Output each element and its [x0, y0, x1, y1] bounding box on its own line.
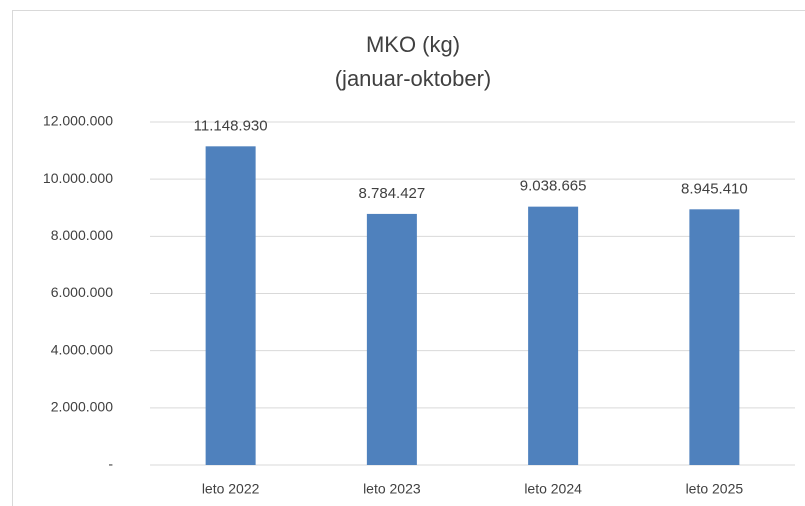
bar [366, 213, 417, 465]
bar [528, 206, 579, 465]
data-label: 8.784.427 [359, 185, 426, 202]
x-tick-label: leto 2023 [363, 481, 421, 497]
x-tick-label: leto 2024 [524, 481, 582, 497]
y-tick-label: - [108, 456, 113, 472]
y-tick-label: 10.000.000 [43, 170, 113, 186]
chart-subtitle: (januar-oktober) [335, 66, 492, 91]
bar [689, 209, 740, 465]
bar [205, 146, 256, 465]
y-tick-label: 12.000.000 [43, 113, 113, 129]
x-tick-label: leto 2022 [202, 481, 260, 497]
data-label: 8.945.410 [681, 180, 748, 197]
y-tick-label: 2.000.000 [51, 399, 113, 415]
y-tick-label: 4.000.000 [51, 341, 113, 357]
chart-title: MKO (kg) [366, 32, 460, 57]
y-tick-label: 8.000.000 [51, 227, 113, 243]
data-label: 9.038.665 [520, 178, 587, 195]
y-tick-label: 6.000.000 [51, 284, 113, 300]
x-tick-label: leto 2025 [686, 481, 744, 497]
data-label: 11.148.930 [194, 117, 268, 134]
